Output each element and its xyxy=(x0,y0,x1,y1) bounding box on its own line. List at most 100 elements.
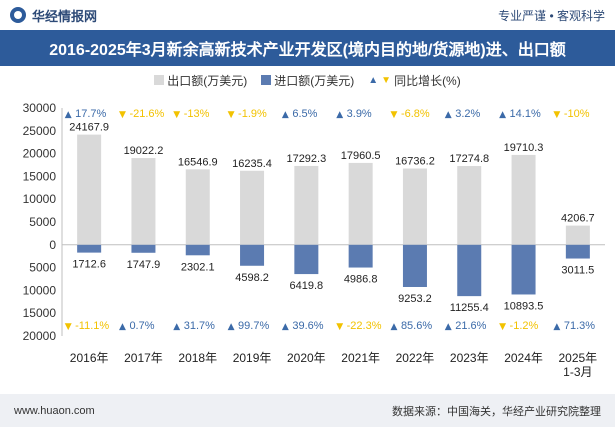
import-growth-down-triangle-icon: ▼ xyxy=(336,322,343,332)
export-value-label: 19022.2 xyxy=(124,145,164,157)
x-tick-label: 2024年 xyxy=(504,351,543,365)
export-bar xyxy=(402,168,427,245)
tagline: 专业严谨 • 客观科学 xyxy=(498,8,605,23)
export-growth-label: 14.1% xyxy=(510,108,541,120)
import-value-label: 11255.4 xyxy=(450,302,489,314)
export-bar xyxy=(240,170,265,245)
export-value-label: 16235.4 xyxy=(232,158,272,170)
y-tick-label: 0 xyxy=(49,238,56,252)
brand: 华经情报网 xyxy=(10,6,97,25)
export-value-label: 19710.3 xyxy=(504,142,544,154)
import-growth-up-triangle-icon: ▲ xyxy=(228,322,235,332)
export-growth-up-triangle-icon: ▲ xyxy=(336,110,343,120)
export-growth-up-triangle-icon: ▲ xyxy=(282,110,289,120)
export-growth-up-triangle-icon: ▲ xyxy=(65,110,72,120)
y-tick-label: 5000 xyxy=(29,215,56,229)
x-tick-label: 2025年 xyxy=(558,351,597,365)
x-tick-label: 2022年 xyxy=(396,351,435,365)
legend-export: 出口额(万美元) xyxy=(154,72,247,89)
import-growth-label: 85.6% xyxy=(401,320,432,332)
top-bar: 华经情报网 专业严谨 • 客观科学 xyxy=(0,0,615,30)
import-value-label: 10893.5 xyxy=(504,300,544,312)
y-tick-label: 25000 xyxy=(23,124,57,138)
import-growth-up-triangle-icon: ▲ xyxy=(445,322,452,332)
y-tick-label: 15000 xyxy=(23,169,57,183)
import-growth-label: 39.6% xyxy=(292,320,323,332)
y-tick-label: 15000 xyxy=(23,306,57,320)
brand-name: 华经情报网 xyxy=(32,8,98,24)
legend-import: 进口额(万美元) xyxy=(261,72,354,89)
legend-export-swatch xyxy=(154,75,165,85)
export-growth-label: -21.6% xyxy=(129,108,164,120)
export-value-label: 17960.5 xyxy=(341,150,381,162)
import-value-label: 2302.1 xyxy=(181,261,215,273)
export-value-label: 17292.3 xyxy=(286,153,326,165)
import-growth-label: 31.7% xyxy=(184,320,215,332)
export-bar xyxy=(77,134,102,245)
import-bar xyxy=(185,244,210,256)
export-value-label: 17274.8 xyxy=(449,153,489,165)
export-growth-up-triangle-icon: ▲ xyxy=(499,110,506,120)
x-tick-label: 2019年 xyxy=(233,351,272,365)
export-bar xyxy=(565,225,590,245)
import-value-label: 4598.2 xyxy=(235,272,269,284)
import-bar xyxy=(565,244,590,259)
x-tick-label: 2023年 xyxy=(450,351,489,365)
export-bar xyxy=(457,166,482,245)
export-value-label: 24167.9 xyxy=(69,122,109,134)
legend-up-triangle-icon: ▲ xyxy=(368,74,379,86)
x-tick-label: 2018年 xyxy=(178,351,217,365)
import-value-label: 1747.9 xyxy=(127,259,161,271)
export-growth-down-triangle-icon: ▼ xyxy=(119,110,126,120)
footer: www.huaon.com 数据来源：中国海关，华经产业研究院整理 xyxy=(0,394,615,427)
import-growth-up-triangle-icon: ▲ xyxy=(390,322,397,332)
import-growth-label: 71.3% xyxy=(564,320,595,332)
import-bar xyxy=(77,244,102,253)
x-tick-label: 1-3月 xyxy=(563,365,592,379)
import-growth-up-triangle-icon: ▲ xyxy=(173,322,180,332)
export-growth-down-triangle-icon: ▼ xyxy=(228,110,235,120)
export-bar xyxy=(511,154,536,245)
export-bar xyxy=(131,158,156,245)
export-growth-label: 17.7% xyxy=(75,108,106,120)
import-growth-down-triangle-icon: ▼ xyxy=(65,322,72,332)
legend-import-label: 进口额(万美元) xyxy=(274,73,355,88)
export-growth-label: 3.9% xyxy=(347,108,372,120)
export-growth-down-triangle-icon: ▼ xyxy=(553,110,560,120)
import-growth-up-triangle-icon: ▲ xyxy=(282,322,289,332)
y-tick-label: 20000 xyxy=(23,147,57,161)
export-value-label: 16546.9 xyxy=(178,156,218,168)
x-tick-label: 2021年 xyxy=(341,351,380,365)
y-tick-label: 10000 xyxy=(23,192,57,206)
import-growth-up-triangle-icon: ▲ xyxy=(119,322,126,332)
brand-logo-icon xyxy=(10,7,26,23)
footer-source: 数据来源：中国海关，华经产业研究院整理 xyxy=(392,405,601,418)
import-growth-label: -22.3% xyxy=(347,320,382,332)
import-growth-label: -11.1% xyxy=(75,320,109,332)
chart-title: 2016-2025年3月新余高新技术产业开发区(境内目的地/货源地)进、出口额 xyxy=(0,30,615,66)
chart-legend: 出口额(万美元) 进口额(万美元) ▲ ▼ 同比增长(%) xyxy=(0,70,615,90)
export-value-label: 4206.7 xyxy=(561,213,595,225)
y-tick-label: 5000 xyxy=(29,261,56,275)
export-growth-label: -13% xyxy=(184,108,210,120)
export-growth-down-triangle-icon: ▼ xyxy=(173,110,180,120)
export-growth-down-triangle-icon: ▼ xyxy=(390,110,397,120)
import-growth-up-triangle-icon: ▲ xyxy=(553,322,560,332)
export-bar xyxy=(348,162,373,245)
export-growth-label: -6.8% xyxy=(401,108,430,120)
y-tick-label: 20000 xyxy=(23,329,57,343)
import-bar xyxy=(294,244,319,275)
import-bar xyxy=(402,244,427,287)
export-bar xyxy=(185,169,210,245)
import-value-label: 4986.8 xyxy=(344,274,378,286)
import-bar xyxy=(240,244,265,266)
export-value-label: 16736.2 xyxy=(395,155,435,167)
import-value-label: 9253.2 xyxy=(398,293,432,305)
footer-website: www.huaon.com xyxy=(14,404,95,417)
legend-export-label: 出口额(万美元) xyxy=(167,73,248,88)
x-tick-label: 2017年 xyxy=(124,351,163,365)
import-bar xyxy=(348,244,373,268)
y-tick-label: 30000 xyxy=(23,101,57,115)
export-growth-label: -10% xyxy=(564,108,590,120)
